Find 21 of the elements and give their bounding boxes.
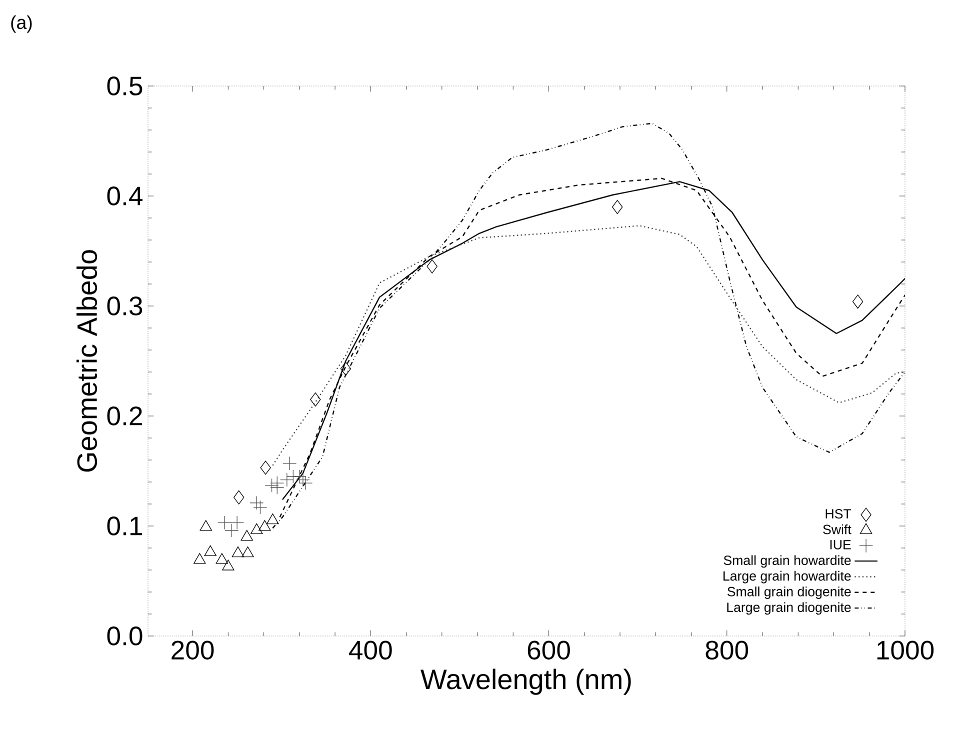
legend-label: Small grain diogenite xyxy=(727,586,851,599)
legend-label: Swift xyxy=(823,524,852,534)
y-axis-title: Geometric Albedo xyxy=(76,250,98,472)
y-tick-label: 0.2 xyxy=(107,406,142,426)
x-tick-label: 600 xyxy=(528,640,570,660)
legend-label: HST xyxy=(826,509,852,519)
y-tick-label: 0.1 xyxy=(107,516,142,536)
x-tick-label: 800 xyxy=(706,640,748,660)
legend-label: IUE xyxy=(830,540,851,550)
text: (a) xyxy=(11,15,32,33)
legend-label: Large grain diogenite xyxy=(727,602,851,615)
x-tick-label: 200 xyxy=(172,640,214,660)
x-axis-title: Wavelength (nm) xyxy=(420,668,631,695)
y-tick-label: 0.0 xyxy=(107,626,142,646)
y-tick-label: 0.4 xyxy=(107,186,143,206)
x-tick-label: 400 xyxy=(349,640,392,660)
legend-label: Small grain howardite xyxy=(724,555,851,568)
y-tick-label: 0.5 xyxy=(107,76,142,96)
x-tick-label: 1000 xyxy=(877,640,934,660)
legend-label: Large grain howardite xyxy=(724,570,851,584)
y-tick-label: 0.3 xyxy=(107,296,142,316)
